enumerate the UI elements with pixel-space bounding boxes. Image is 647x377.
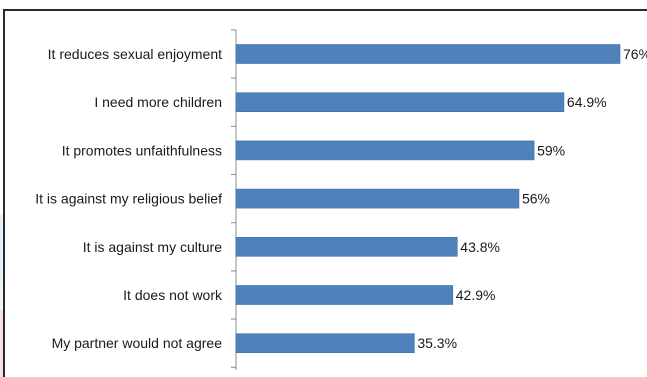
bar bbox=[235, 285, 454, 305]
value-label: 76% bbox=[623, 46, 647, 62]
value-label: 56% bbox=[522, 191, 550, 207]
bar bbox=[235, 188, 520, 209]
value-label: 42.9% bbox=[456, 287, 496, 303]
bar bbox=[235, 92, 565, 112]
value-label: 43.8% bbox=[460, 239, 500, 255]
value-label: 35.3% bbox=[417, 335, 457, 351]
category-label: It promotes unfaithfulness bbox=[62, 142, 222, 158]
value-label: 59% bbox=[537, 142, 565, 158]
category-label: It is against my religious belief bbox=[35, 191, 222, 207]
category-label: My partner would not agree bbox=[52, 335, 223, 351]
value-label: 64.9% bbox=[567, 94, 607, 110]
bar bbox=[235, 140, 535, 161]
bar bbox=[235, 44, 621, 64]
bar bbox=[235, 237, 458, 257]
category-label: It does not work bbox=[123, 287, 223, 303]
category-label: It is against my culture bbox=[83, 239, 222, 255]
bar bbox=[235, 333, 415, 354]
category-label: It reduces sexual enjoyment bbox=[48, 46, 222, 62]
category-label: I need more children bbox=[94, 94, 222, 110]
